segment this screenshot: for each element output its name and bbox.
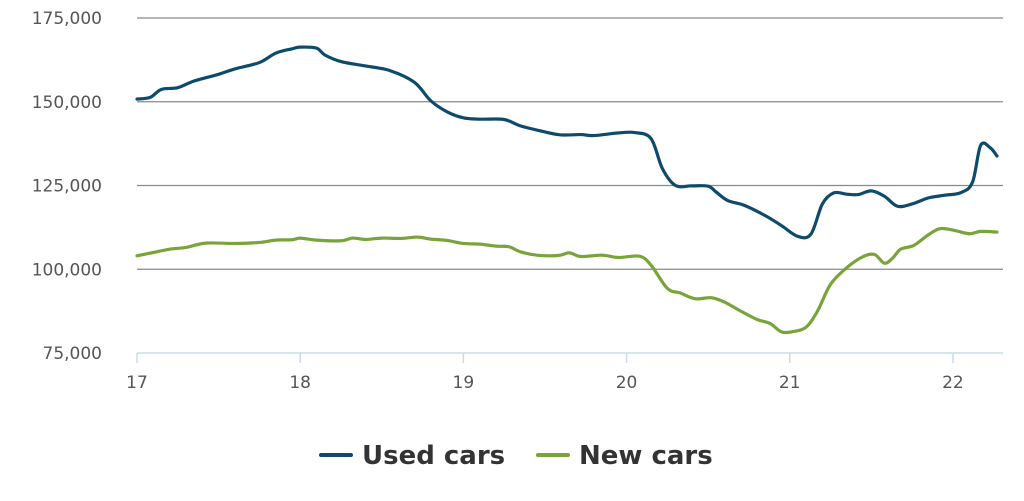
series-line-new-cars [135,226,999,335]
x-axis: 17 18 19 20 21 22 [126,352,1003,393]
legend-item-new-cars: New cars [536,441,713,471]
series-lines [135,45,999,335]
legend-label: Used cars [362,441,505,471]
x-tick-label: 21 [779,373,801,393]
y-tick-label: 100,000 [32,260,102,280]
series-line-used-cars [135,45,999,240]
legend-item-used-cars: Used cars [319,441,505,471]
y-tick-label: 125,000 [32,177,102,197]
y-axis-tick-labels: 75,000 100,000 125,000 150,000 175,000 [32,9,102,364]
y-tick-label: 175,000 [32,9,102,29]
x-tick-label: 19 [453,373,475,393]
legend: Used cars New cars [319,441,713,471]
y-tick-label: 75,000 [43,344,102,364]
x-tick-label: 18 [289,373,311,393]
gridlines [137,17,1003,270]
x-tick-label: 17 [126,373,148,393]
x-tick-label: 22 [942,373,964,393]
legend-label: New cars [579,441,713,471]
y-tick-label: 150,000 [32,93,102,113]
x-tick-label: 20 [616,373,638,393]
